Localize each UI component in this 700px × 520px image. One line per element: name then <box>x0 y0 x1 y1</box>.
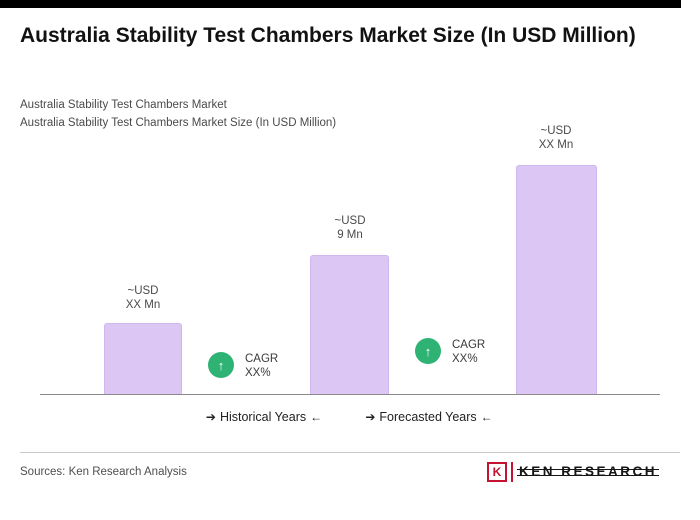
arrow-right-icon: ➔ <box>365 410 376 424</box>
bar-historical-start <box>104 323 182 395</box>
subtitle-line-1: Australia Stability Test Chambers Market <box>20 99 227 111</box>
cagr-label: CAGR <box>245 353 279 365</box>
bar-value-line2: XX Mn <box>125 299 161 311</box>
historical-years-label: ➔ Historical Years ← <box>206 410 322 424</box>
historical-years-text: Historical Years <box>219 410 307 424</box>
logo-separator <box>511 462 513 482</box>
bar-value-line2: 9 Mn <box>337 229 363 241</box>
growth-up-arrow-icon: ↑ <box>415 338 441 364</box>
cagr-text: CAGR XX% <box>245 352 278 380</box>
subtitle-line-2: Australia Stability Test Chambers Market… <box>20 117 337 129</box>
bar-value-line2: XX Mn <box>538 139 574 151</box>
bar-value-line1: ~USD <box>127 285 159 297</box>
bar-forecast-end <box>516 165 597 395</box>
cagr-text: CAGR XX% <box>452 338 485 366</box>
arrow-right-icon: ➔ <box>205 410 216 424</box>
bar-value-label: ~USD XX Mn <box>539 124 574 152</box>
arrow-left-icon: ← <box>310 410 323 424</box>
cagr-label: CAGR <box>452 339 486 351</box>
cagr-value: XX% <box>452 353 478 365</box>
logo-text: KEN RESEARCH <box>519 464 658 479</box>
bar-base-year <box>310 255 389 395</box>
logo-wordmark: KEN RESEARCH <box>517 462 660 482</box>
bar-value-line1: ~USD <box>334 215 366 227</box>
footer-divider <box>20 452 680 453</box>
ken-research-logo: K KEN RESEARCH <box>487 462 660 482</box>
forecasted-years-label: ➔ Forecasted Years ← <box>365 410 492 424</box>
bar-value-label: ~USD 9 Mn <box>335 214 366 242</box>
cagr-badge: ↑ CAGR XX% <box>208 352 278 380</box>
arrow-left-icon: ← <box>480 410 493 424</box>
sources-text: Sources: Ken Research Analysis <box>20 466 187 478</box>
growth-up-arrow-icon: ↑ <box>208 352 234 378</box>
logo-line-bottom <box>517 474 660 476</box>
bar-value-line1: ~USD <box>540 125 572 137</box>
x-axis-line <box>40 394 660 395</box>
forecasted-years-text: Forecasted Years <box>379 410 477 424</box>
cagr-value: XX% <box>245 367 271 379</box>
page-title: Australia Stability Test Chambers Market… <box>20 24 636 47</box>
bar-value-label: ~USD XX Mn <box>126 284 161 312</box>
cagr-badge: ↑ CAGR XX% <box>415 338 485 366</box>
top-accent-bar <box>0 0 681 8</box>
logo-line-top <box>517 469 660 470</box>
logo-k-icon: K <box>487 462 507 482</box>
